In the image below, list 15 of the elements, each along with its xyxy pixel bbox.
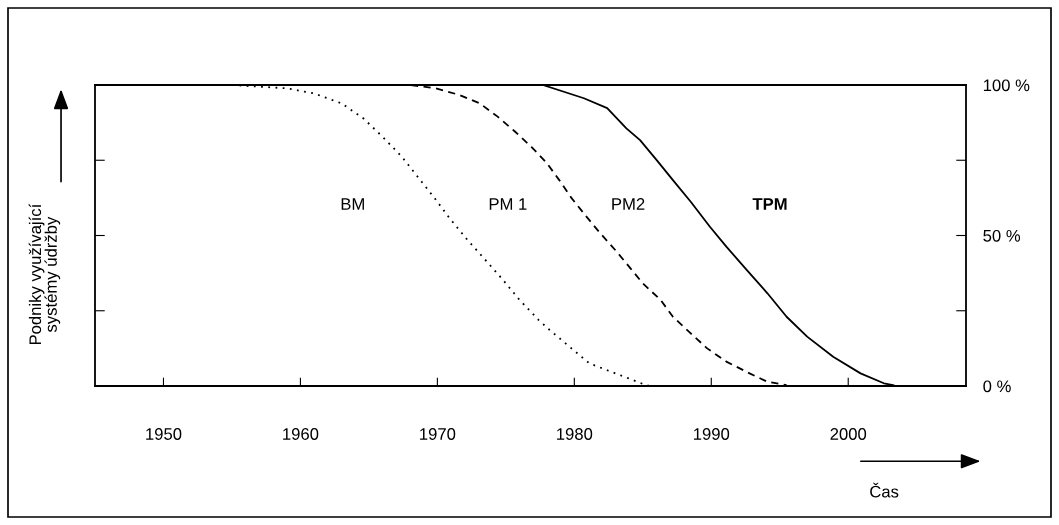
x-tick-label: 1980 bbox=[557, 428, 593, 440]
x-tick-label: 1970 bbox=[420, 428, 456, 440]
annotation: TPM bbox=[752, 198, 787, 210]
y-tick-label: 50 % bbox=[983, 229, 1021, 242]
y-tick-label: 0 % bbox=[983, 380, 1011, 393]
y-axis-title: Podniky využívající systémy údržby bbox=[28, 203, 61, 345]
x-tick-label: 2000 bbox=[830, 428, 867, 440]
x-axis-title: Čas bbox=[870, 482, 899, 498]
annotation: PM 1 bbox=[489, 198, 527, 210]
x-tick-label: 1950 bbox=[146, 428, 182, 440]
annotation: PM2 bbox=[612, 198, 645, 210]
annotation: BM bbox=[341, 198, 364, 210]
y-tick-label: 100 % bbox=[983, 79, 1030, 92]
x-tick-label: 1990 bbox=[694, 428, 730, 440]
x-tick-label: 1960 bbox=[283, 428, 319, 440]
